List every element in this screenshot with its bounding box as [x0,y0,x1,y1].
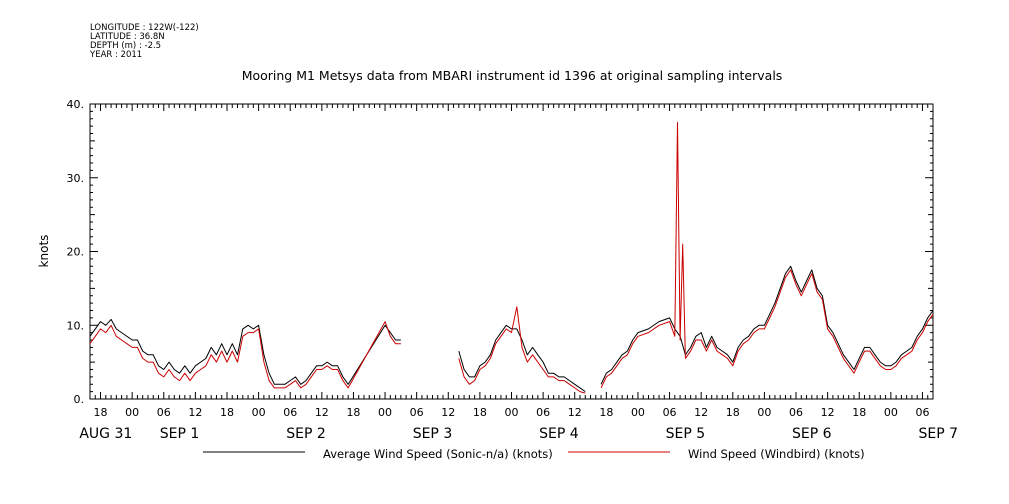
legend-label-windbird: Wind Speed (Windbird) (knots) [688,447,865,461]
x-tick-label: 12 [568,406,582,419]
metadata-depth: DEPTH (m) : -2.5 [90,41,161,51]
x-day-label: SEP 7 [918,426,958,442]
series-layer [89,121,934,394]
series-line-average [89,318,401,385]
x-tick-label: 06 [536,406,550,419]
y-tick-label: 0. [74,393,85,406]
x-day-label: SEP 4 [539,426,579,442]
series-line-average [458,324,586,393]
x-tick-label: 18 [346,406,360,419]
x-day-label: SEP 3 [413,426,453,442]
x-day-label: SEP 5 [666,426,706,442]
series-line-windbird [600,121,934,389]
legend: Average Wind Speed (Sonic-n/a) (knots) W… [203,447,865,461]
y-tick-label: 40. [67,98,85,111]
x-tick-label: 00 [252,406,266,419]
series-line-windbird [458,306,586,394]
series-line-average [600,265,934,385]
x-axis: 18 00 06 12 18 00 06 12 18 00 06 12 18 00 06 12 18 00 06 12… [79,104,958,442]
x-tick-label: 12 [694,406,708,419]
x-tick-label: 18 [726,406,740,419]
x-day-label: SEP 1 [160,426,200,442]
x-tick-label: 06 [915,406,929,419]
x-tick-label: 00 [884,406,898,419]
x-tick-label: 06 [789,406,803,419]
x-day-label: SEP 6 [792,426,832,442]
x-tick-label: 00 [125,406,139,419]
x-tick-label: 18 [852,406,866,419]
x-tick-label: 18 [220,406,234,419]
y-tick-label: 20. [67,246,85,259]
x-day-label: AUG 31 [79,426,132,442]
x-tick-label: 12 [441,406,455,419]
x-tick-label: 06 [157,406,171,419]
x-tick-label: 18 [599,406,613,419]
metadata-year: YEAR : 2011 [89,50,142,60]
x-tick-label: 00 [631,406,645,419]
x-tick-label: 00 [505,406,519,419]
x-tick-label: 18 [473,406,487,419]
metadata-latitude: LATITUDE : 36.8N [90,32,165,42]
x-tick-label: 06 [410,406,424,419]
x-tick-label: 18 [94,406,108,419]
series-line-windbird [89,321,401,389]
x-tick-label: 12 [315,406,329,419]
y-tick-label: 10. [67,319,85,332]
x-tick-label: 12 [821,406,835,419]
y-axis-label: knots [37,235,51,268]
x-tick-label: 00 [757,406,771,419]
x-day-label: SEP 2 [286,426,326,442]
x-tick-label: 06 [663,406,677,419]
chart-title: Mooring M1 Metsys data from MBARI instru… [242,68,783,83]
y-tick-label: 30. [67,172,85,185]
y-axis: 0. 10. 20. 30. 40. [67,98,933,406]
metadata-longitude: LONGITUDE : 122W(-122) [90,23,199,33]
x-tick-label: 06 [283,406,297,419]
metadata-block: LONGITUDE : 122W(-122) LATITUDE : 36.8N … [89,23,199,60]
x-tick-label: 00 [378,406,392,419]
x-tick-label: 12 [188,406,202,419]
legend-label-average: Average Wind Speed (Sonic-n/a) (knots) [323,447,553,461]
